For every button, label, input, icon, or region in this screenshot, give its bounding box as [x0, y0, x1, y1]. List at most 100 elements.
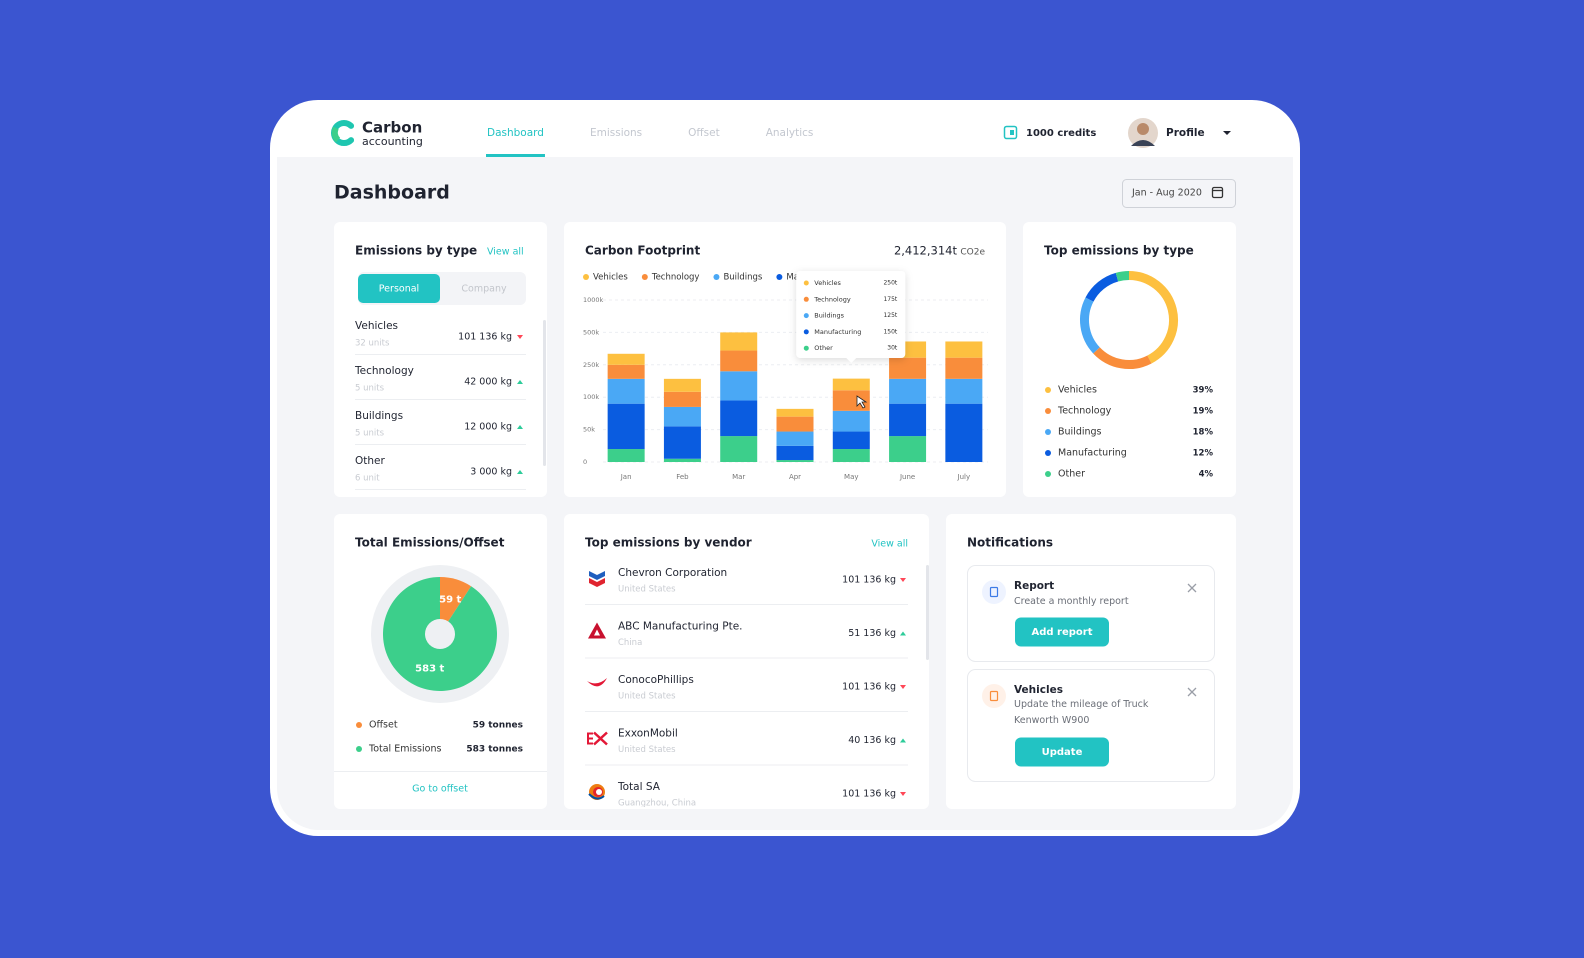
bar-segment — [945, 403, 983, 462]
profile-caret[interactable] — [1223, 131, 1231, 135]
page-title: Dashboard — [334, 182, 450, 204]
trend-arrow — [900, 792, 906, 796]
bar-segment — [832, 449, 870, 462]
notification-button[interactable] — [1015, 737, 1109, 767]
close-icon[interactable] — [1187, 687, 1197, 697]
y-tick-label: 50k — [583, 426, 595, 434]
trend-arrow — [517, 380, 523, 384]
vendor-location: Guangzhou, China — [618, 799, 696, 809]
tooltip — [796, 271, 906, 358]
close-icon[interactable] — [1187, 583, 1197, 593]
tab-label[interactable]: Personal — [379, 284, 419, 295]
date-range-button[interactable] — [1122, 179, 1236, 208]
legend-value: 583 tonnes — [466, 745, 523, 755]
tooltip-dot — [803, 313, 809, 319]
card-title: Top emissions by vendor — [585, 536, 752, 550]
chart-total-unit: CO2e — [960, 248, 985, 258]
legend-dot — [776, 274, 783, 280]
avatar-body — [1131, 140, 1155, 146]
notification-icon-glyph — [989, 586, 999, 598]
y-tick-label: 250k — [583, 361, 599, 369]
legend-dot — [1045, 429, 1051, 435]
chart-title: Carbon Footprint — [585, 244, 700, 258]
row-name: Technology — [354, 365, 414, 377]
legend-label: Manufacturing — [1058, 448, 1127, 459]
credits-icon — [1003, 125, 1018, 140]
tooltip-value: 30t — [887, 345, 898, 352]
row-amount: 3 000 kg — [470, 467, 512, 478]
bar-segment — [832, 431, 870, 450]
tooltip-value: 250t — [883, 280, 897, 287]
bar-segment — [776, 445, 814, 461]
vendor-logo — [596, 789, 602, 795]
row-units: 6 unit — [355, 474, 380, 484]
view-all-link[interactable]: View all — [487, 247, 524, 258]
cursor-icon — [856, 395, 868, 409]
notification-card — [967, 565, 1215, 662]
nav-item[interactable]: Dashboard — [487, 127, 544, 139]
bar-segment — [720, 332, 758, 351]
legend-dot — [641, 274, 648, 280]
legend-label: Technology — [1057, 406, 1112, 417]
notification-icon — [982, 580, 1006, 604]
nav-item[interactable]: Analytics — [766, 127, 814, 139]
x-tick-label: June — [899, 473, 915, 481]
vendor-logo — [589, 571, 605, 580]
bar-segment — [720, 436, 758, 462]
bar-segment — [776, 431, 814, 446]
bar-segment — [607, 353, 645, 365]
tooltip-value: 175t — [883, 296, 897, 303]
notification-button-label[interactable]: Update — [1042, 747, 1083, 758]
legend-label: Other — [1058, 469, 1085, 480]
avatar-head — [1137, 123, 1149, 135]
card-title: Emissions by type — [355, 244, 477, 258]
profile-name[interactable]: Profile — [1166, 127, 1205, 139]
bar-segment — [663, 458, 701, 462]
bar-segment — [889, 403, 927, 437]
legend-value: 39% — [1193, 386, 1214, 396]
x-tick-label: July — [957, 473, 971, 481]
trend-arrow — [900, 578, 906, 582]
legend-label: Total Emissions — [368, 744, 441, 755]
legend-dot — [583, 274, 589, 280]
view-all-link[interactable]: View all — [871, 539, 908, 550]
notification-title: Report — [1014, 580, 1054, 592]
x-tick-label: May — [844, 473, 858, 481]
trend-arrow — [900, 685, 906, 689]
y-tick-label: 100k — [583, 393, 599, 401]
tooltip-label: Technology — [813, 295, 851, 303]
card-title: Notifications — [967, 536, 1053, 550]
y-tick-label: 500k — [583, 328, 599, 336]
notification-button-label[interactable]: Add report — [1032, 627, 1093, 638]
nav-item[interactable]: Offset — [688, 127, 720, 139]
card-title: Top emissions by type — [1044, 244, 1194, 258]
row-amount: 42 000 kg — [464, 377, 512, 388]
tab-active[interactable] — [358, 274, 440, 303]
legend-dot — [1045, 450, 1051, 456]
tooltip-dot — [803, 296, 809, 302]
trend-arrow — [517, 335, 523, 339]
scrollbar — [543, 320, 546, 466]
go-to-offset-link[interactable]: Go to offset — [412, 784, 468, 795]
donut-segment — [1085, 272, 1119, 302]
nav-active-underline — [486, 154, 545, 157]
bar-segment — [776, 408, 814, 417]
card — [1023, 222, 1236, 497]
legend-dot — [356, 746, 362, 752]
card-title: Total Emissions/Offset — [355, 536, 505, 550]
donut-segment — [1093, 347, 1152, 369]
tooltip-dot — [803, 345, 809, 351]
bar-segment — [832, 410, 870, 432]
date-range-text[interactable]: Jan - Aug 2020 — [1131, 188, 1202, 199]
nav-item[interactable]: Emissions — [590, 127, 642, 139]
vendor-amount: 40 136 kg — [848, 735, 896, 746]
bar-segment — [663, 426, 701, 459]
bar-segment — [607, 449, 645, 462]
brand-name: Carbon — [362, 119, 422, 137]
vendor-location: United States — [618, 692, 676, 702]
pie-value-label: 59 t — [439, 594, 461, 605]
notification-button[interactable] — [1015, 617, 1109, 647]
tab-label[interactable]: Company — [461, 284, 507, 295]
vendor-logo — [587, 678, 607, 687]
